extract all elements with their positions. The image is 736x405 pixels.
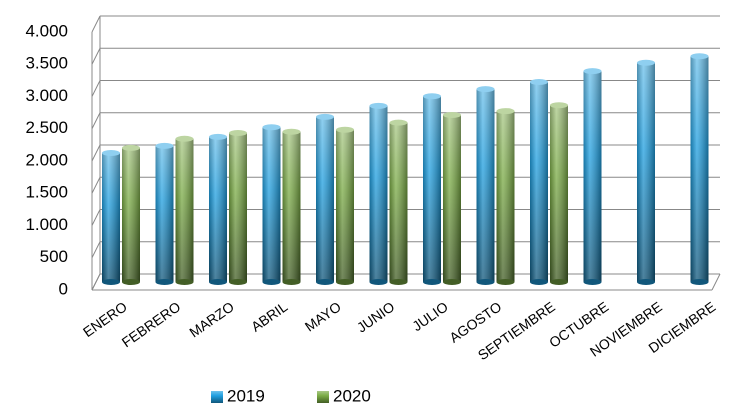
grid-line xyxy=(91,273,101,291)
bar-shade xyxy=(262,127,281,282)
bar-cap xyxy=(583,68,602,75)
bar-cap xyxy=(229,130,247,137)
grid-line xyxy=(91,48,101,65)
grid-line xyxy=(91,15,101,33)
bar-shade xyxy=(102,153,120,282)
x-tick-label: ABRIL xyxy=(248,298,290,334)
bar-shade xyxy=(336,129,354,282)
bar-shade xyxy=(389,122,408,282)
legend-label: 2020 xyxy=(333,386,371,405)
x-tick-label: MARZO xyxy=(186,298,237,340)
bar-base xyxy=(229,279,247,285)
legend-swatch xyxy=(317,391,329,403)
bar-cap xyxy=(262,124,281,131)
y-tick-label: 0 xyxy=(59,279,68,298)
x-tick-label: JULIO xyxy=(409,298,451,334)
bar-base xyxy=(155,279,174,285)
grid-line xyxy=(91,144,101,162)
grid-line xyxy=(91,177,101,194)
bar-base xyxy=(583,279,602,285)
bar-base xyxy=(316,279,334,285)
bar-cap xyxy=(530,79,548,86)
bar-shade xyxy=(443,114,461,282)
axis-wall xyxy=(711,273,721,291)
bar-shade xyxy=(175,138,194,282)
bar-cap xyxy=(369,102,388,109)
bar-base xyxy=(476,279,495,285)
bar-base xyxy=(496,279,515,285)
x-tick-label: FEBRERO xyxy=(119,298,184,350)
bar-cap xyxy=(155,142,174,149)
bar-base xyxy=(369,279,388,285)
bar-cap xyxy=(476,86,495,93)
bar-base xyxy=(282,279,301,285)
grid-line xyxy=(91,112,101,129)
bar-shade xyxy=(583,71,602,283)
x-tick-label: JUNIO xyxy=(354,298,398,335)
bar-base xyxy=(175,279,194,285)
bar-cap xyxy=(550,102,568,109)
bar-shade xyxy=(155,145,174,282)
y-tick-label: 3.500 xyxy=(25,54,68,73)
bar-base xyxy=(443,279,461,285)
bar-cap xyxy=(316,113,334,120)
y-tick-label: 4.000 xyxy=(25,21,68,40)
bar-base xyxy=(209,279,227,285)
y-tick-label: 500 xyxy=(40,247,68,266)
bar-shade xyxy=(530,82,548,282)
grid-line xyxy=(91,241,101,258)
bar-base xyxy=(389,279,408,285)
y-tick-label: 1.500 xyxy=(25,183,68,202)
bar-cap xyxy=(690,53,709,60)
legend-label: 2019 xyxy=(227,386,265,405)
y-tick-label: 2.500 xyxy=(25,118,68,137)
bar-cap xyxy=(423,93,441,100)
bar-shade xyxy=(229,133,247,282)
bar-shade xyxy=(496,111,515,282)
bar-base xyxy=(550,279,568,285)
bar-cap xyxy=(496,108,515,115)
y-tick-label: 3.000 xyxy=(25,86,68,105)
bar-cap xyxy=(102,150,120,156)
bar-cap xyxy=(282,128,301,135)
bar-shade xyxy=(209,136,227,282)
bar-shade xyxy=(122,147,140,282)
legend-swatch xyxy=(211,391,223,403)
grid-line xyxy=(91,209,101,226)
bar-shade xyxy=(282,131,301,282)
y-tick-label: 1.000 xyxy=(25,215,68,234)
bar-base xyxy=(122,279,140,285)
bar-shade xyxy=(637,62,655,283)
y-tick-label: 2.000 xyxy=(25,150,68,169)
bar-cap xyxy=(175,135,194,142)
bar-cap xyxy=(443,111,461,118)
bar-cap xyxy=(389,119,408,126)
bar-base xyxy=(637,279,655,285)
grid-line xyxy=(91,80,101,97)
bar-shade xyxy=(550,105,568,283)
bar-base xyxy=(530,279,548,285)
bar-shade xyxy=(476,89,495,283)
bar-cap xyxy=(336,126,354,133)
bar-base xyxy=(336,279,354,285)
bar-shade xyxy=(316,116,334,282)
bar-base xyxy=(690,279,709,285)
bar-shade xyxy=(369,105,388,282)
bar-base xyxy=(262,279,281,285)
x-tick-label: MAYO xyxy=(302,298,344,334)
bar-cap xyxy=(637,59,655,66)
bar-base xyxy=(102,279,120,285)
bar-cap xyxy=(122,144,140,151)
bar-cap xyxy=(209,133,227,140)
bar-shade xyxy=(423,96,441,283)
bar-shade xyxy=(690,56,709,282)
bar-base xyxy=(423,279,441,285)
